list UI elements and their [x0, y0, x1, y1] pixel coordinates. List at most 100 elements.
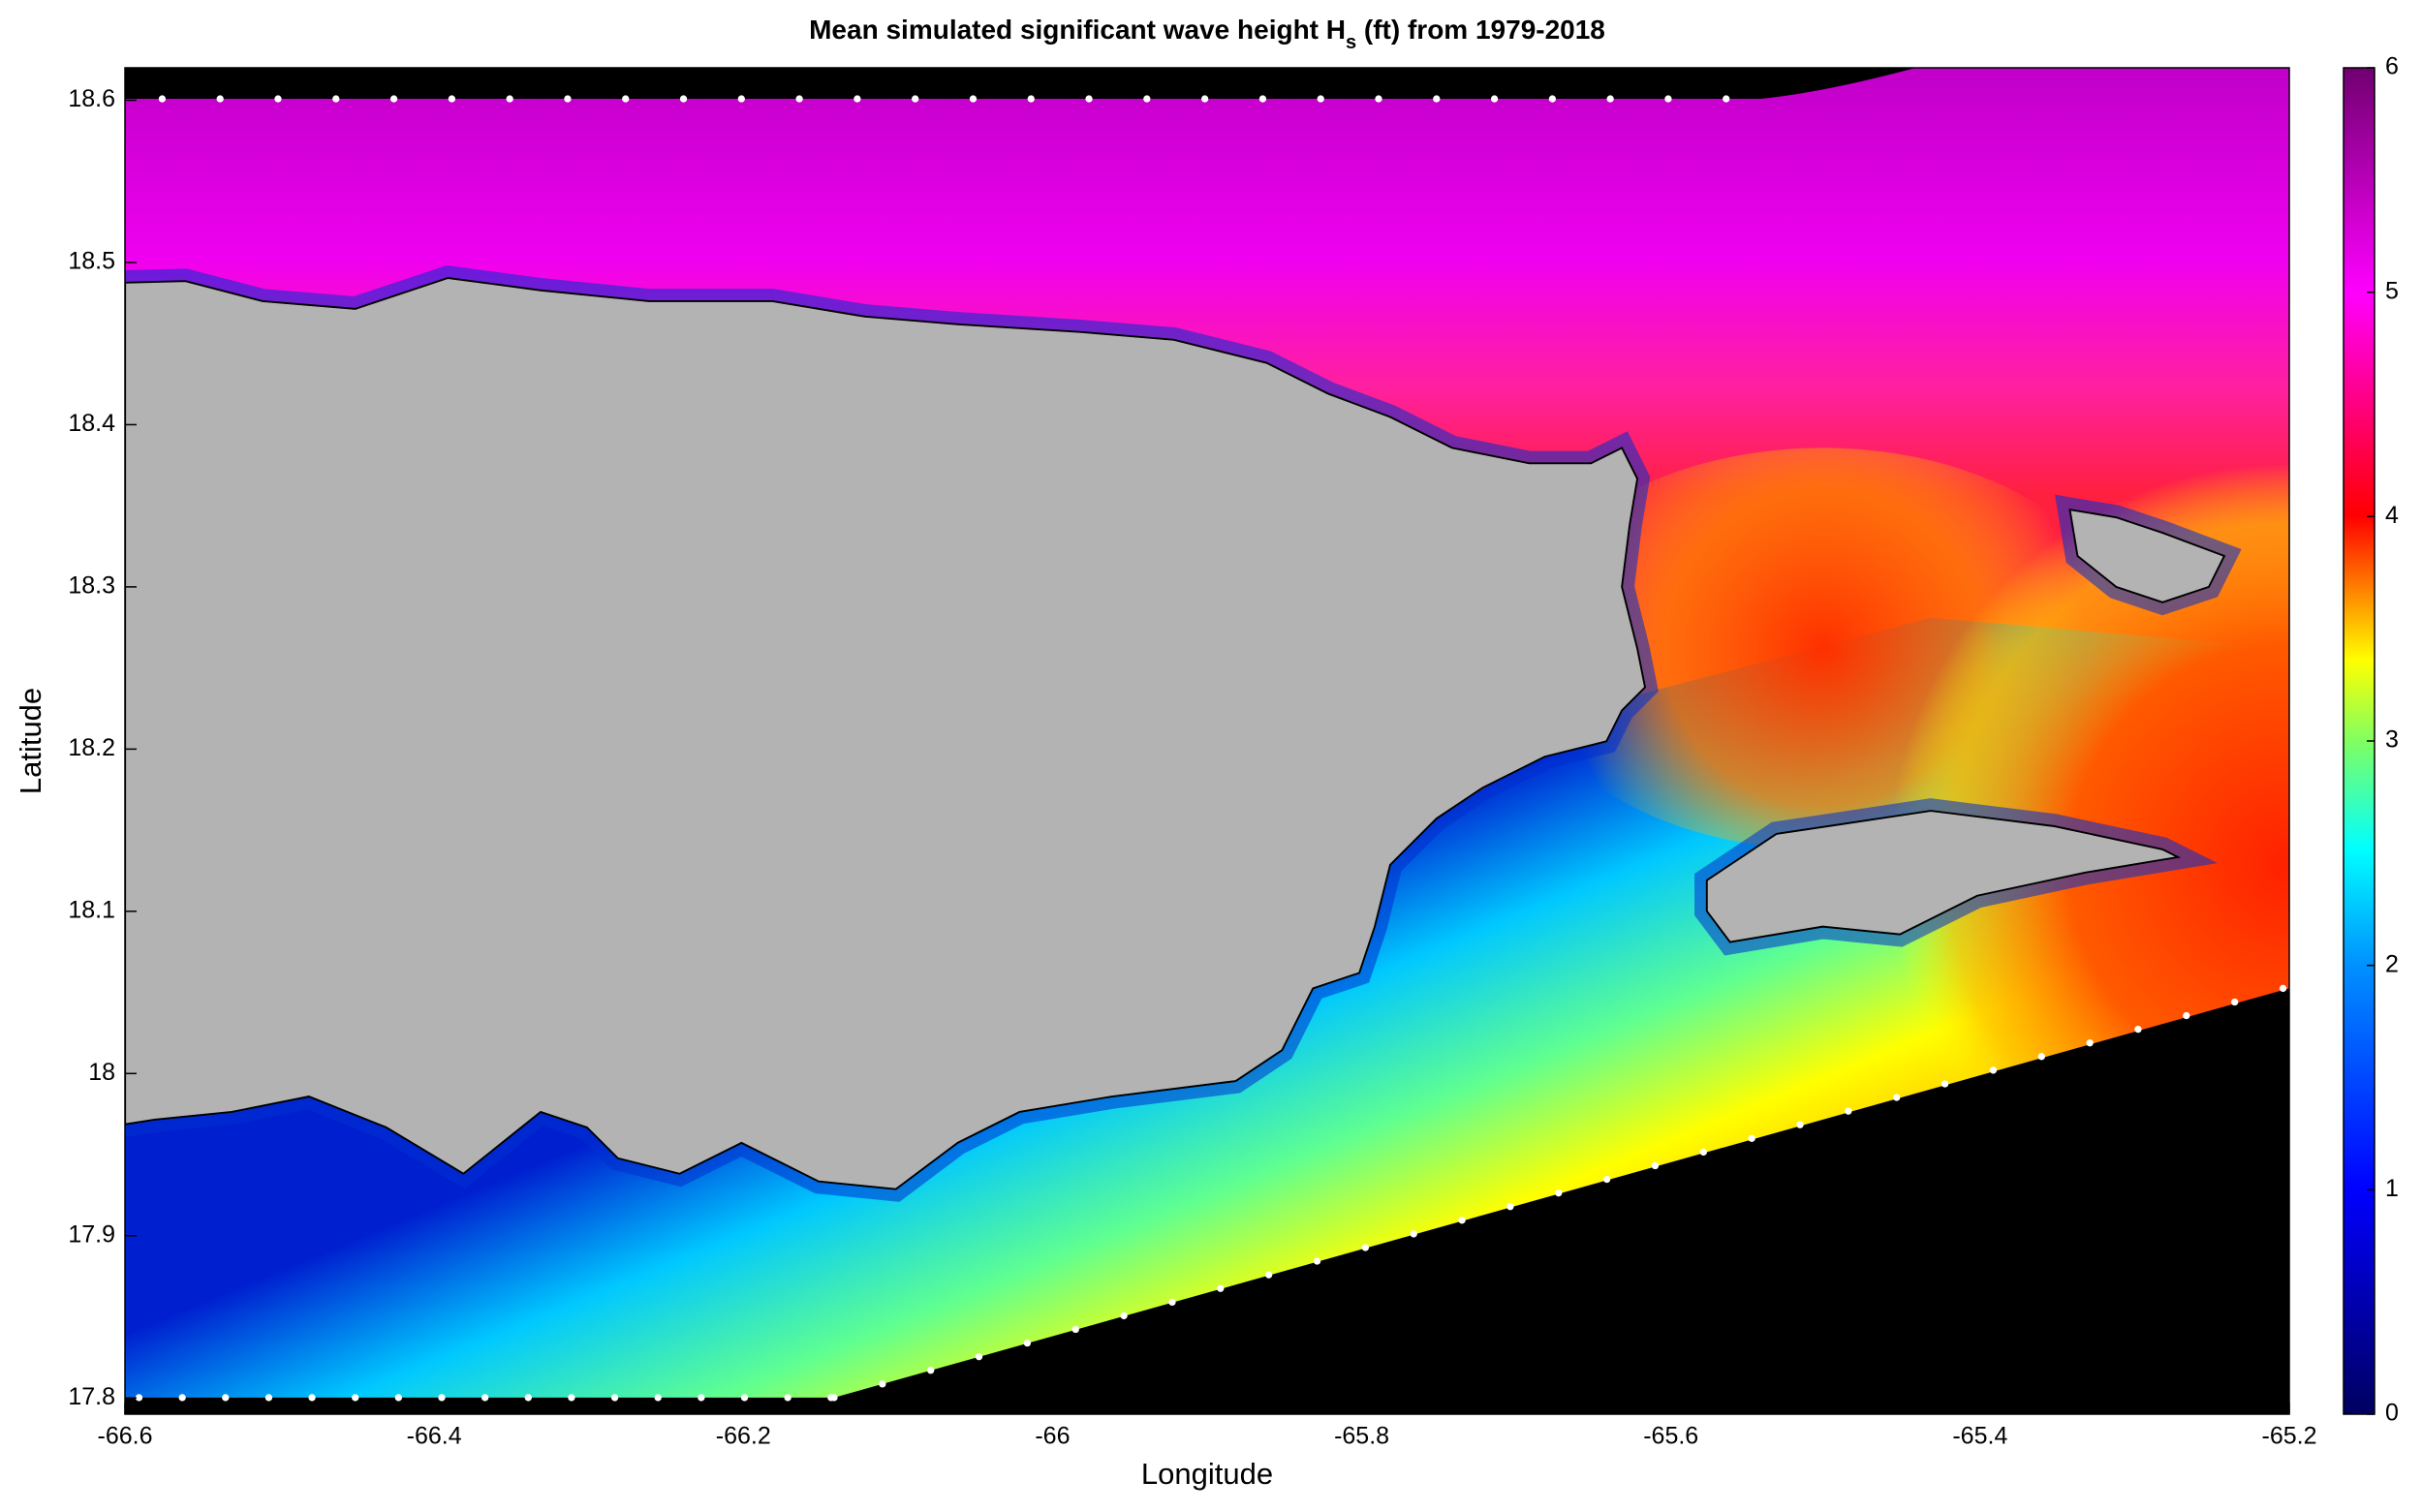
- boundary-node: [1796, 1121, 1804, 1128]
- colorbar-tick-label: 6: [2385, 53, 2399, 80]
- boundary-node: [830, 1394, 838, 1402]
- boundary-node: [308, 1394, 316, 1402]
- boundary-node: [1602, 1175, 1611, 1184]
- boundary-node: [1699, 1148, 1707, 1157]
- boundary-node: [1606, 95, 1614, 103]
- boundary-node: [1651, 1161, 1660, 1170]
- x-tick-label: -66.6: [98, 1423, 153, 1450]
- boundary-node: [2037, 1053, 2045, 1061]
- boundary-node: [1313, 1257, 1321, 1265]
- wave-field: [125, 68, 2289, 1415]
- boundary-node: [389, 95, 398, 103]
- title-subscript: s: [1346, 32, 1356, 53]
- boundary-node: [1893, 1094, 1901, 1101]
- y-tick-label: 18.5: [68, 248, 115, 275]
- colorbar-tick-label: 4: [2385, 502, 2399, 529]
- boundary-node: [1375, 95, 1382, 103]
- boundary-node: [654, 1394, 662, 1402]
- boundary-node: [927, 1367, 935, 1374]
- mask-north: [125, 68, 2289, 100]
- boundary-node: [1410, 1230, 1417, 1238]
- boundary-node: [740, 1394, 749, 1402]
- boundary-node: [135, 1394, 143, 1402]
- colorbar-tick-label: 2: [2385, 950, 2399, 977]
- colorbar-tick-label: 5: [2385, 277, 2399, 304]
- boundary-node: [481, 1394, 489, 1402]
- boundary-node: [178, 1394, 186, 1402]
- boundary-node: [222, 1394, 230, 1402]
- boundary-node: [1085, 95, 1093, 103]
- boundary-node: [1845, 1107, 1852, 1115]
- boundary-node: [1258, 95, 1267, 103]
- boundary-node: [158, 95, 167, 103]
- boundary-node: [679, 95, 688, 103]
- boundary-node: [1989, 1066, 1998, 1074]
- x-tick-label: -65.6: [1643, 1423, 1698, 1450]
- plot-frame: [124, 67, 2290, 1415]
- x-tick-label: -65.2: [2262, 1423, 2317, 1450]
- boundary-node: [568, 1394, 575, 1402]
- boundary-node: [1748, 1134, 1755, 1143]
- boundary-node: [854, 95, 861, 103]
- y-tick-label: 18.3: [68, 572, 115, 600]
- boundary-node: [394, 1394, 403, 1402]
- boundary-node: [1168, 1298, 1176, 1307]
- colorbar-tick-label: 0: [2385, 1400, 2399, 1427]
- chart-title: Mean simulated significant wave height H…: [809, 15, 1605, 53]
- boundary-node: [622, 95, 630, 103]
- y-tick-label: 18.4: [68, 410, 115, 437]
- boundary-node: [216, 95, 224, 103]
- y-tick-label: 18: [88, 1059, 115, 1086]
- boundary-node: [1361, 1244, 1370, 1251]
- x-tick-label: -66: [1035, 1423, 1070, 1450]
- boundary-node: [1027, 95, 1035, 103]
- boundary-node: [1264, 1271, 1273, 1279]
- boundary-node: [1120, 1311, 1128, 1320]
- y-tick-label: 18.6: [68, 85, 115, 112]
- boundary-node: [698, 1394, 705, 1402]
- boundary-node: [1200, 95, 1209, 103]
- boundary-node: [1458, 1217, 1466, 1224]
- boundary-node: [448, 95, 456, 103]
- boundary-node: [737, 95, 745, 103]
- boundary-node: [879, 1380, 886, 1388]
- boundary-node: [784, 1394, 792, 1402]
- y-tick-label: 18.1: [68, 896, 115, 923]
- x-tick-label: -65.4: [1952, 1423, 2007, 1450]
- y-tick-label: 17.9: [68, 1220, 115, 1248]
- boundary-node: [1490, 95, 1499, 103]
- boundary-node: [2231, 998, 2239, 1006]
- boundary-node: [506, 95, 513, 103]
- y-tick-label: 17.8: [68, 1383, 115, 1410]
- y-tick-label: 18.2: [68, 734, 115, 761]
- y-axis-label: Latitude: [14, 688, 47, 794]
- boundary-node: [438, 1394, 446, 1402]
- boundary-node: [912, 95, 919, 103]
- boundary-node: [1317, 95, 1324, 103]
- boundary-node: [2279, 984, 2287, 993]
- title-part: Mean simulated significant wave height H: [809, 15, 1346, 45]
- boundary-node: [564, 95, 572, 103]
- boundary-node: [795, 95, 803, 103]
- land: [125, 277, 2226, 1190]
- x-tick-label: -66.2: [716, 1423, 771, 1450]
- boundary-node: [969, 95, 978, 103]
- x-tick-label: -65.8: [1334, 1423, 1389, 1450]
- x-axis-label: Longitude: [1141, 1457, 1273, 1491]
- boundary-node: [264, 1394, 273, 1402]
- boundary-node: [1548, 95, 1557, 103]
- boundary-node: [332, 95, 340, 103]
- boundary-node: [1071, 1325, 1079, 1334]
- boundary-node: [1723, 95, 1730, 103]
- colorbar-tick-label: 1: [2385, 1175, 2399, 1202]
- boundary-node: [524, 1394, 532, 1402]
- colorbar-tick-label: 3: [2385, 726, 2399, 754]
- boundary-node: [1506, 1203, 1514, 1211]
- x-tick-label: -66.4: [407, 1423, 462, 1450]
- boundary-nodes: [135, 95, 2287, 1402]
- title-part: (ft) from 1979-2018: [1356, 15, 1605, 45]
- boundary-node: [610, 1394, 619, 1402]
- boundary-node: [1941, 1080, 1949, 1088]
